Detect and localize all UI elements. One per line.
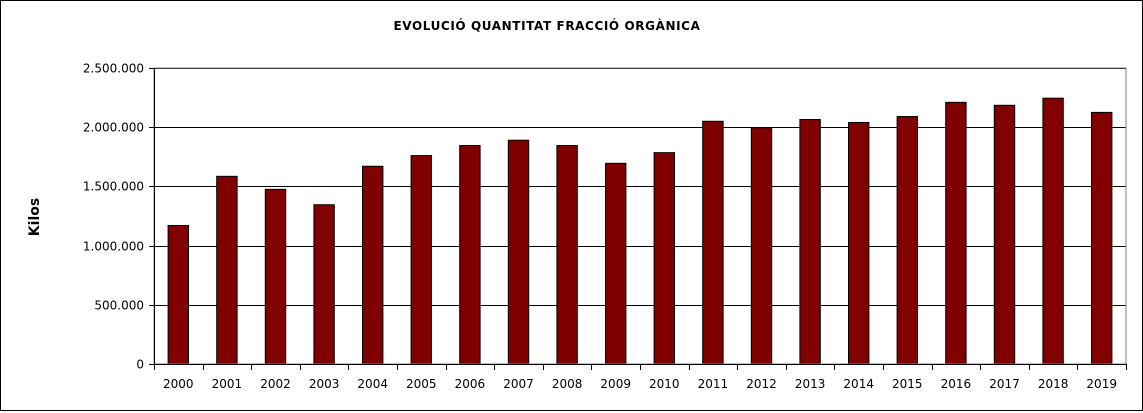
bar-2003 [313,204,335,365]
bar-2009 [604,162,627,365]
bar-2016 [945,101,967,365]
bar-2017 [993,104,1016,365]
bar-2002 [264,188,287,365]
x-tick-labels: 2000 2001 2002 2003 2004 2005 2006 2007 2008 2009… [163,377,1117,391]
x-tick-label: 2006 [455,377,486,391]
bar-2004 [361,165,384,365]
bar-2007 [507,139,530,365]
x-tick-label: 2010 [649,377,680,391]
x-tick-label: 2008 [552,377,583,391]
bar-2001 [216,175,238,365]
x-tick-label: 2015 [892,377,923,391]
bar-2012 [750,127,773,365]
x-tick-label: 2019 [1086,377,1117,391]
bar-2006 [459,145,481,365]
bar-2008 [556,145,578,365]
x-tick-label: 2003 [309,377,340,391]
x-tick-label: 2007 [503,377,534,391]
bar-2015 [896,116,919,365]
y-tick-label: 500.000 [94,299,144,313]
x-tick-label: 2017 [989,377,1020,391]
bar-2010 [653,152,676,365]
bar-2018 [1042,97,1064,365]
x-tick-label: 2018 [1038,377,1069,391]
bar-2014 [847,121,870,365]
x-tick-label: 2009 [600,377,631,391]
bar-2000 [167,224,190,365]
bar-2011 [702,120,724,365]
x-tick-label: 2011 [698,377,729,391]
x-tick-label: 2004 [357,377,388,391]
plot-area-border [153,67,1127,365]
x-tick-label: 2000 [163,377,194,391]
gridlines [154,68,1126,306]
x-tick-label: 2005 [406,377,437,391]
x-tick-label: 2013 [795,377,826,391]
y-axis-label: Kilos [27,198,43,236]
x-tick-label: 2016 [941,377,972,391]
x-tick-label: 2014 [843,377,874,391]
y-tick-labels: 0 500.000 1.000.000 1.500.000 2.000.000 2.500… [83,62,144,372]
bar-2005 [410,155,433,365]
x-tick-label: 2001 [212,377,243,391]
y-tick-label: 2.000.000 [83,121,144,135]
y-tick-label: 1.500.000 [83,180,144,194]
y-tick-label: 1.000.000 [83,240,144,254]
axes [149,67,1127,370]
bar-2019 [1090,111,1113,365]
y-tick-label: 0 [136,358,144,372]
chart-title: EVOLUCIÓ QUANTITAT FRACCIÓ ORGÀNICA [394,18,701,33]
x-tick-label: 2002 [260,377,291,391]
bars [167,97,1113,365]
y-tick-label: 2.500.000 [83,62,144,76]
x-tick-label: 2012 [746,377,777,391]
bar-2013 [799,119,821,365]
